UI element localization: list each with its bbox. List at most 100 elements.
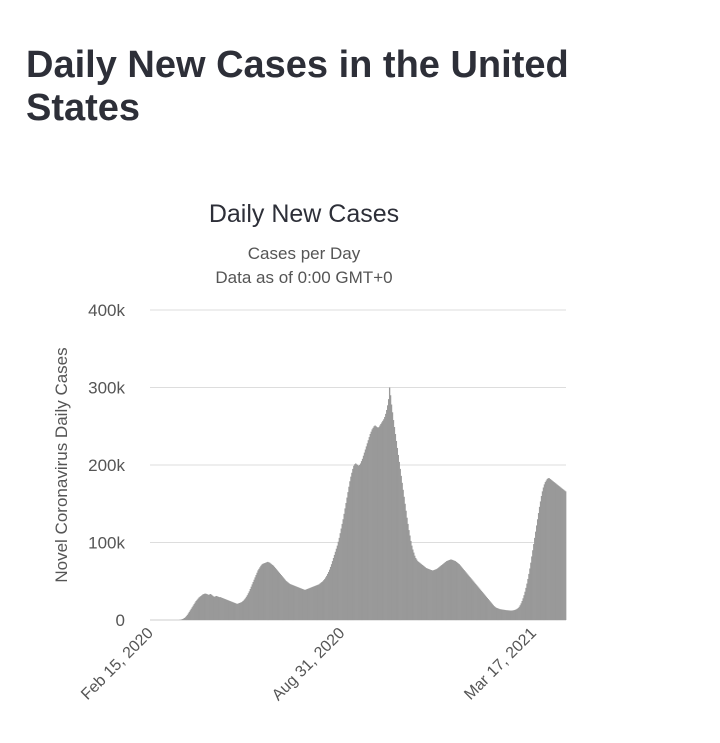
bar <box>323 580 325 620</box>
bar <box>343 513 345 620</box>
bar <box>192 605 194 620</box>
bar <box>298 587 300 620</box>
bar <box>359 463 362 620</box>
bar <box>525 587 527 620</box>
bar <box>386 409 388 620</box>
bar <box>560 487 562 620</box>
bar <box>220 597 222 620</box>
bar <box>551 480 553 620</box>
bar <box>298 587 301 620</box>
bar <box>277 571 280 620</box>
bar <box>226 599 228 620</box>
bar <box>196 599 198 620</box>
bar <box>449 559 452 620</box>
bar <box>393 427 396 620</box>
bar <box>280 575 282 620</box>
bar <box>533 544 535 620</box>
bar <box>281 576 283 620</box>
bar <box>274 568 277 620</box>
bar <box>516 608 518 620</box>
bar <box>365 446 368 620</box>
bar <box>349 481 351 620</box>
bar <box>211 595 214 620</box>
bar <box>435 569 437 620</box>
bar <box>334 551 337 620</box>
bar <box>366 443 369 620</box>
bar <box>245 596 248 620</box>
bar <box>542 487 545 620</box>
chart-subtitle-line2: Data as of 0:00 GMT+0 <box>215 268 392 287</box>
bar <box>207 594 209 620</box>
bar <box>372 427 374 620</box>
bar <box>234 602 236 620</box>
bar <box>508 610 511 620</box>
bar <box>529 568 531 620</box>
bar <box>331 561 334 620</box>
bar <box>378 427 380 620</box>
bar <box>536 525 538 620</box>
bar <box>342 519 344 620</box>
bar <box>530 562 532 620</box>
bar <box>458 564 460 620</box>
bar <box>214 596 217 620</box>
bar <box>225 599 227 620</box>
bar <box>238 603 240 620</box>
bar <box>206 594 208 620</box>
bar <box>262 563 264 620</box>
bar <box>332 558 335 620</box>
bar <box>461 567 463 620</box>
bar <box>483 594 486 620</box>
bar <box>272 565 275 620</box>
bar <box>433 570 435 620</box>
bar <box>531 556 533 620</box>
bar <box>329 566 332 620</box>
bar <box>383 419 385 620</box>
bar <box>271 564 274 620</box>
bar <box>249 589 251 620</box>
bar <box>337 541 339 620</box>
bar <box>419 563 422 620</box>
bar <box>324 578 326 620</box>
bar <box>190 608 192 620</box>
bar <box>387 399 390 621</box>
bar <box>358 465 360 620</box>
bar <box>540 496 543 620</box>
bar <box>557 485 559 620</box>
bar <box>336 545 339 620</box>
bar <box>370 431 372 620</box>
bar <box>204 593 206 620</box>
bar <box>437 568 439 620</box>
bar <box>221 597 223 620</box>
y-axis-ticks: 0 100k 200k 300k 400k <box>88 301 125 630</box>
bar <box>295 586 297 620</box>
bar <box>348 486 350 620</box>
bar <box>553 482 555 620</box>
bar <box>453 560 456 620</box>
bar <box>356 464 358 620</box>
bar <box>303 589 306 620</box>
bar <box>352 468 354 621</box>
bar <box>546 478 548 620</box>
bar <box>313 586 315 620</box>
bar <box>555 483 557 620</box>
bar <box>347 492 349 621</box>
bar <box>418 562 421 620</box>
bar <box>510 610 513 620</box>
bar <box>251 584 253 620</box>
bar <box>311 587 313 620</box>
bar <box>550 479 552 620</box>
bar <box>460 566 462 620</box>
bar <box>185 616 188 621</box>
bar <box>357 465 359 620</box>
bar <box>241 601 244 620</box>
bar <box>306 589 309 620</box>
bar <box>528 573 530 620</box>
bar <box>305 589 308 620</box>
bar <box>563 489 565 620</box>
bar <box>436 568 438 620</box>
bar <box>210 594 213 620</box>
bar <box>506 610 508 620</box>
bar <box>379 425 381 620</box>
bar <box>470 578 472 620</box>
bar <box>345 502 347 620</box>
